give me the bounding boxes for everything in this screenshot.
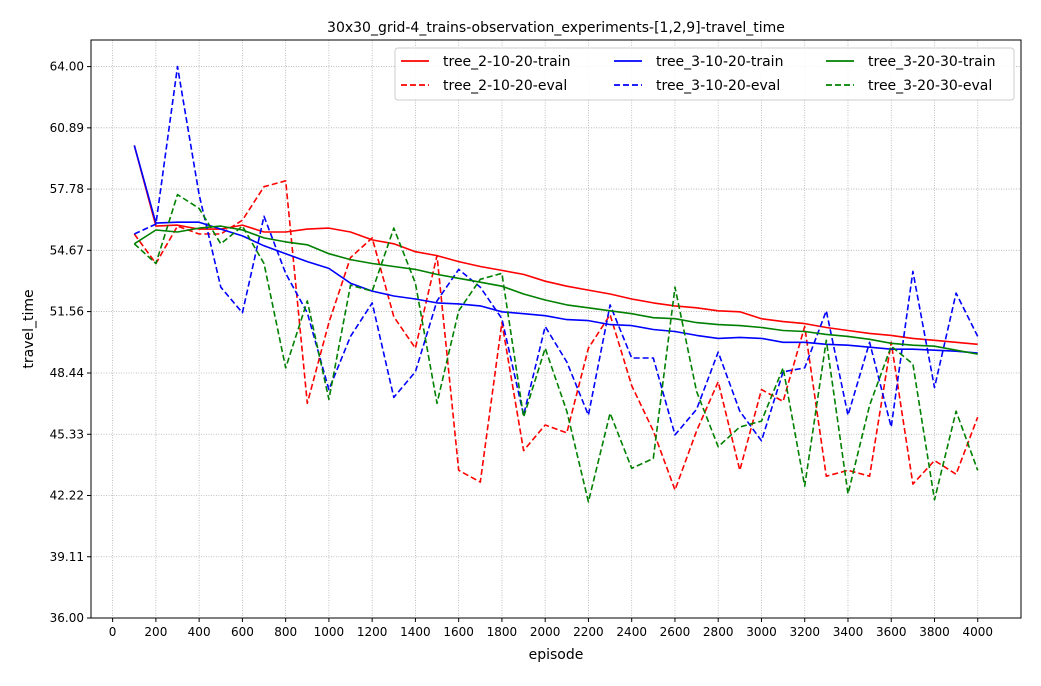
x-tick-label: 400 [188,625,211,639]
legend-label: tree_3-10-20-train [656,54,783,70]
y-tick-label: 48.44 [50,366,84,380]
x-tick-label: 3200 [789,625,820,639]
x-axis-label: episode [529,647,584,663]
y-axis-ticks: 36.00 39.11 42.22 45.33 48.44 51.56 54.67 57.78… [50,60,91,625]
x-tick-label: 2400 [616,625,647,639]
x-tick-label: 200 [144,625,167,639]
x-tick-label: 2200 [573,625,604,639]
legend-label: tree_3-20-30-train [868,54,995,70]
legend-box [394,47,1015,101]
x-tick-label: 1200 [357,625,388,639]
x-tick-label: 3600 [876,625,907,639]
x-tick-label: 2000 [530,625,561,639]
y-tick-label: 39.11 [50,550,84,564]
series-line-tree_3-10-20-eval [133,65,979,442]
x-tick-label: 2800 [703,625,734,639]
x-tick-label: 600 [231,625,254,639]
legend-label: tree_2-10-20-train [443,54,570,70]
y-tick-label: 42.22 [50,489,84,503]
x-tick-label: 3000 [746,625,777,639]
y-tick-label: 36.00 [50,611,84,625]
x-tick-label: 3800 [919,625,950,639]
y-tick-label: 57.78 [50,182,84,196]
x-tick-label: 3400 [833,625,864,639]
series-lines [133,65,979,503]
y-tick-label: 60.89 [50,121,84,135]
series-line-tree_3-20-30-train [133,225,978,355]
legend-label: tree_2-10-20-eval [443,78,567,94]
y-axis-label: travel_time [21,289,37,368]
x-tick-label: 1800 [487,625,518,639]
series-line-tree_2-10-20-eval [133,180,979,491]
y-tick-label: 45.33 [50,427,84,441]
y-tick-label: 54.67 [50,243,84,257]
x-axis-ticks: 0 200 400 600 800 1000 1200 1400 1600 1800 2000 220… [109,618,993,639]
x-tick-label: 1400 [400,625,431,639]
x-tick-label: 2600 [660,625,691,639]
plot-frame [90,39,1022,619]
legend-label: tree_3-20-30-eval [868,78,992,94]
series-line-tree_3-10-20-train [133,145,978,354]
x-tick-label: 0 [109,625,117,639]
x-tick-label: 800 [274,625,297,639]
y-tick-label: 64.00 [50,60,84,74]
x-tick-label: 4000 [962,625,993,639]
y-tick-label: 51.56 [50,305,84,319]
series-line-tree_2-10-20-train [133,145,978,346]
legend: tree_2-10-20-train tree_3-10-20-train tree… [394,47,1015,101]
chart-title: 30x30_grid-4_trains-observation_experime… [327,20,785,36]
x-tick-label: 1600 [443,625,474,639]
x-tick-label: 1000 [314,625,345,639]
series-line-tree_3-20-30-eval [133,193,979,503]
legend-label: tree_3-10-20-eval [656,78,780,94]
